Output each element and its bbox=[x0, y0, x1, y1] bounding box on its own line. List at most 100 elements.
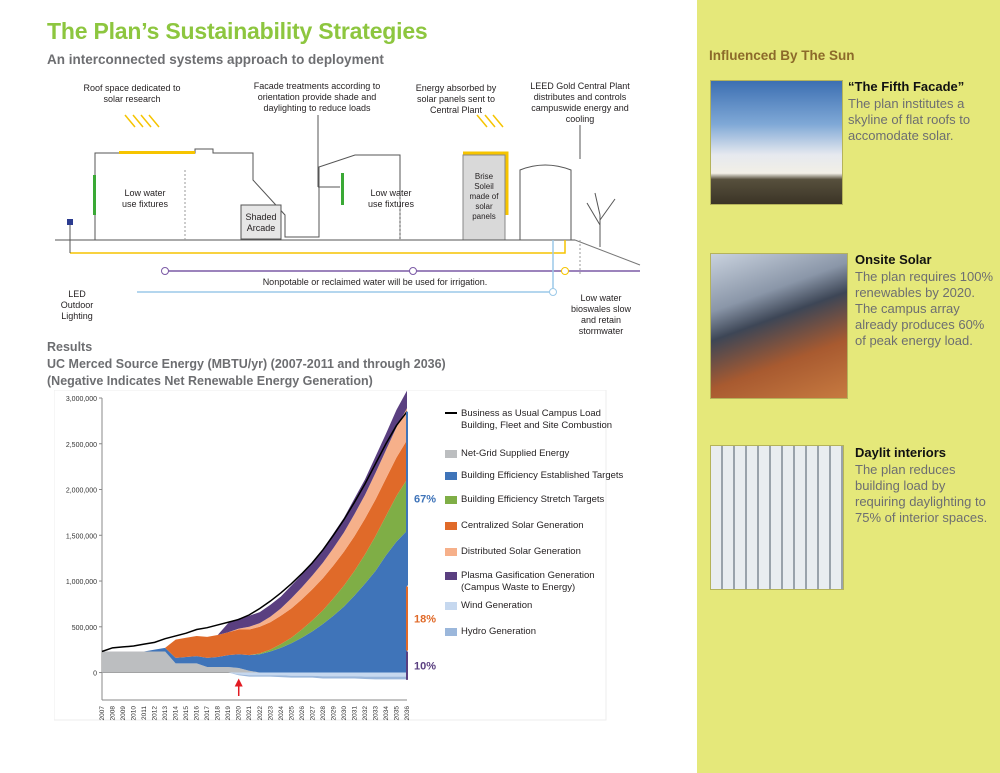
x-tick-label: 2034 bbox=[383, 706, 390, 721]
chart-frame bbox=[53, 389, 607, 721]
area-building-efficiency-stretch-targets bbox=[102, 479, 407, 658]
x-tick-label: 2033 bbox=[372, 706, 379, 721]
legend-swatch bbox=[445, 496, 457, 504]
legend-label: Centralized Solar Generation bbox=[461, 520, 584, 531]
sidebar-item-title-1: “The Fifth Facade” bbox=[848, 79, 965, 94]
x-tick-label: 2035 bbox=[393, 706, 400, 721]
page-subtitle: An interconnected systems approach to de… bbox=[47, 52, 384, 67]
energy-chart-svg: 3,000,000 2,500,000 2,000,000 1,500,000 1,00… bbox=[53, 389, 607, 721]
legend-swatch bbox=[445, 450, 457, 458]
y-tick-label: 0 bbox=[93, 671, 97, 678]
photo-onsite-solar bbox=[710, 253, 848, 399]
label-nonpotable: Nonpotable or reclaimed water will be us… bbox=[262, 277, 488, 287]
sidebar-item-title-3: Daylit interiors bbox=[855, 445, 947, 460]
x-tick-label: 2021 bbox=[246, 706, 253, 721]
x-tick-label: 2019 bbox=[225, 706, 232, 721]
energy-line bbox=[70, 240, 566, 254]
legend-label: Building Efficiency Established Targets bbox=[461, 470, 624, 481]
x-tick-label: 2027 bbox=[309, 706, 316, 721]
label-energy-absorbed: Energy absorbed by solar panels sent to … bbox=[415, 83, 497, 115]
x-tick-label: 2011 bbox=[141, 706, 148, 720]
sun-rays-icon bbox=[124, 114, 504, 128]
x-tick-label: 2008 bbox=[110, 706, 117, 721]
area-wind-generation bbox=[102, 672, 407, 677]
legend-label: Plasma Gasification Generation (Campus W… bbox=[461, 570, 595, 593]
legend-swatch bbox=[445, 602, 457, 610]
sidebar-item-title-2: Onsite Solar bbox=[855, 252, 932, 267]
x-tick-label: 2025 bbox=[288, 706, 295, 721]
results-heading: Results bbox=[47, 340, 93, 354]
label-brise-soleil: Brise Soleil made of solar panels bbox=[469, 172, 499, 221]
label-low-water-2: Low water use fixtures bbox=[367, 188, 415, 209]
x-tick-label: 2022 bbox=[257, 706, 264, 721]
legend-label: Net-Grid Supplied Energy bbox=[461, 448, 570, 459]
bracket-label-2: 10% bbox=[414, 661, 436, 673]
results-block: Results UC Merced Source Energy (MBTU/yr… bbox=[47, 339, 446, 390]
x-tick-label: 2012 bbox=[152, 706, 159, 721]
x-tick-label: 2015 bbox=[183, 706, 190, 721]
bracket-label-1: 18% bbox=[414, 614, 436, 626]
area-net-grid-supplied-energy bbox=[102, 651, 407, 673]
y-tick-label: 1,000,000 bbox=[66, 579, 97, 586]
y-tick-label: 500,000 bbox=[72, 625, 97, 632]
area-building-efficiency-established-targets bbox=[102, 530, 407, 673]
brise-soleil-panel bbox=[462, 154, 506, 241]
ground-slope bbox=[574, 239, 641, 266]
y-tick-label: 3,000,000 bbox=[66, 396, 97, 403]
x-tick-label: 2007 bbox=[99, 706, 106, 721]
x-tick-label: 2016 bbox=[194, 706, 201, 721]
label-leed-plant: LEED Gold Central Plant distributes and … bbox=[530, 81, 630, 124]
systems-diagram-graphic bbox=[55, 114, 641, 296]
legend-swatch bbox=[445, 472, 457, 480]
x-tick-label: 2017 bbox=[204, 706, 211, 721]
marker-arrow-head bbox=[234, 678, 243, 687]
label-led-lighting: LED Outdoor Lighting bbox=[60, 289, 94, 321]
legend-swatch bbox=[445, 628, 457, 636]
tree-icon bbox=[586, 192, 616, 247]
x-tick-label: 2018 bbox=[215, 706, 222, 721]
green-facade-2 bbox=[341, 173, 344, 205]
legend-label: Hydro Generation bbox=[461, 626, 536, 637]
x-tick-label: 2031 bbox=[351, 706, 358, 721]
bau-line bbox=[101, 411, 408, 653]
area-distributed-solar-generation bbox=[102, 408, 407, 652]
legend-swatch bbox=[445, 522, 457, 530]
bracket-label-0: 67% bbox=[414, 494, 436, 506]
sidebar-heading: Influenced By The Sun bbox=[709, 48, 855, 63]
x-tick-label: 2032 bbox=[362, 706, 369, 721]
systems-diagram: Roof space dedicated to solar research F… bbox=[55, 75, 645, 345]
label-facade: Facade treatments according to orientati… bbox=[253, 81, 381, 113]
x-tick-label: 2026 bbox=[299, 706, 306, 721]
x-tick-label: 2013 bbox=[162, 706, 169, 721]
label-low-water-1: Low water use fixtures bbox=[121, 188, 169, 209]
photo-fifth-facade bbox=[710, 80, 843, 205]
x-tick-label: 2009 bbox=[120, 706, 127, 721]
photo-daylit-interiors bbox=[710, 445, 844, 590]
legend-label: Distributed Solar Generation bbox=[461, 546, 581, 557]
led-lamp-icon bbox=[67, 219, 73, 225]
label-shaded-arcade: Shaded Arcade bbox=[245, 212, 277, 233]
brise-soleil-frame bbox=[463, 151, 509, 215]
page-title: The Plan’s Sustainability Strategies bbox=[47, 18, 428, 44]
central-plant-tank bbox=[519, 164, 572, 241]
legend-label: Building Efficiency Stretch Targets bbox=[461, 494, 605, 505]
solar-roof bbox=[119, 151, 195, 154]
legend-swatch bbox=[445, 548, 457, 556]
x-tick-label: 2010 bbox=[131, 706, 138, 721]
area-hydro-generation bbox=[102, 672, 407, 680]
area-centralized-solar-generation bbox=[102, 440, 407, 658]
connector-lines bbox=[184, 170, 581, 275]
sidebar-item-text-3: The plan reduces building load by requir… bbox=[855, 462, 988, 525]
legend-label: Business as Usual Campus Load Building, … bbox=[461, 408, 613, 431]
sidebar-item-text-1: The plan institutes a skyline of flat ro… bbox=[848, 96, 971, 143]
label-bioswales: Low water bioswales slow and retain stor… bbox=[570, 293, 632, 336]
y-tick-label: 2,500,000 bbox=[66, 442, 97, 449]
x-tick-label: 2028 bbox=[320, 706, 327, 721]
y-tick-label: 2,000,000 bbox=[66, 488, 97, 495]
x-tick-label: 2029 bbox=[330, 706, 337, 721]
legend-label: Wind Generation bbox=[461, 600, 533, 611]
label-roof-space: Roof space dedicated to solar research bbox=[83, 83, 181, 104]
legend-swatch bbox=[445, 412, 457, 414]
x-tick-label: 2036 bbox=[404, 706, 411, 721]
x-tick-label: 2024 bbox=[278, 706, 285, 721]
